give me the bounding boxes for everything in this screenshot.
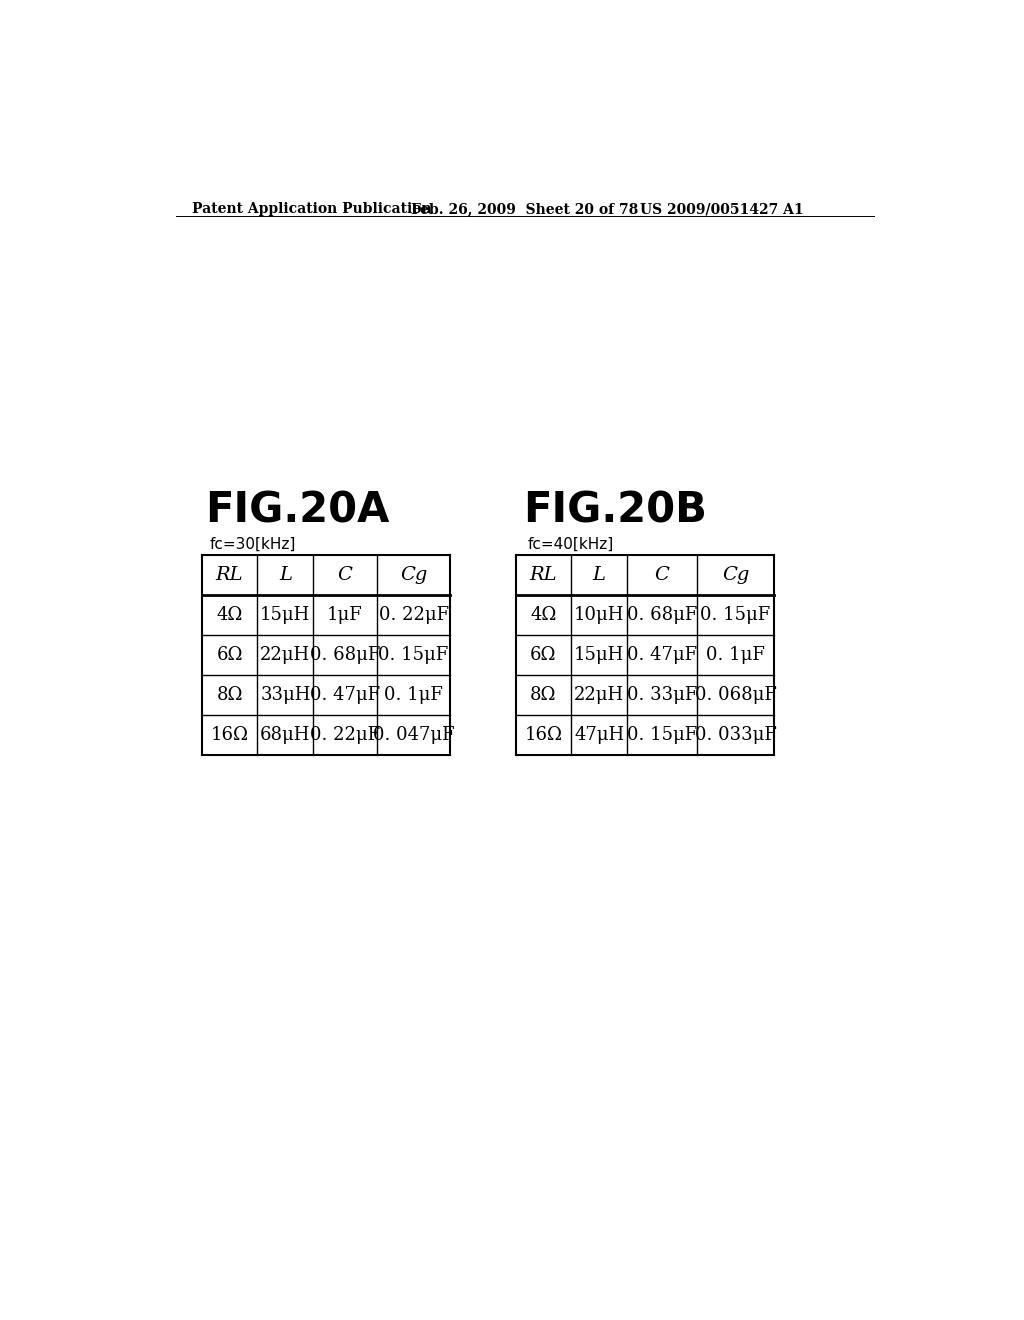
Text: 0. 68μF: 0. 68μF xyxy=(627,606,697,624)
Text: L: L xyxy=(593,566,606,583)
Text: 0. 15μF: 0. 15μF xyxy=(379,645,449,664)
Text: Patent Application Publication: Patent Application Publication xyxy=(191,202,431,216)
Text: 8Ω: 8Ω xyxy=(216,686,243,704)
Text: C: C xyxy=(654,566,670,583)
Text: 8Ω: 8Ω xyxy=(530,686,557,704)
Text: 0. 47μF: 0. 47μF xyxy=(627,645,697,664)
Text: 22μH: 22μH xyxy=(574,686,625,704)
Text: 47μH: 47μH xyxy=(574,726,625,744)
Text: 16Ω: 16Ω xyxy=(524,726,562,744)
Text: Cg: Cg xyxy=(722,566,750,583)
Text: fc=40[kHz]: fc=40[kHz] xyxy=(527,537,613,552)
Text: 15μH: 15μH xyxy=(260,606,310,624)
Text: FIG.20A: FIG.20A xyxy=(206,490,390,532)
Text: 0. 033μF: 0. 033μF xyxy=(694,726,776,744)
Text: US 2009/0051427 A1: US 2009/0051427 A1 xyxy=(640,202,803,216)
Text: 0. 22μF: 0. 22μF xyxy=(310,726,380,744)
Text: 0. 68μF: 0. 68μF xyxy=(310,645,380,664)
Text: 0. 1μF: 0. 1μF xyxy=(384,686,443,704)
Text: RL: RL xyxy=(529,566,557,583)
Text: 22μH: 22μH xyxy=(260,645,310,664)
Text: 0. 068μF: 0. 068μF xyxy=(694,686,776,704)
Text: 0. 47μF: 0. 47μF xyxy=(310,686,380,704)
Text: 0. 1μF: 0. 1μF xyxy=(707,645,765,664)
Text: 6Ω: 6Ω xyxy=(530,645,557,664)
Text: RL: RL xyxy=(216,566,244,583)
Text: C: C xyxy=(338,566,352,583)
Text: Cg: Cg xyxy=(400,566,427,583)
Text: 4Ω: 4Ω xyxy=(216,606,243,624)
Text: 0. 047μF: 0. 047μF xyxy=(373,726,455,744)
Text: 1μF: 1μF xyxy=(327,606,362,624)
Text: FIG.20B: FIG.20B xyxy=(523,490,708,532)
Text: 16Ω: 16Ω xyxy=(211,726,249,744)
Text: fc=30[kHz]: fc=30[kHz] xyxy=(209,537,296,552)
Text: L: L xyxy=(279,566,292,583)
Text: 15μH: 15μH xyxy=(574,645,625,664)
Text: 6Ω: 6Ω xyxy=(216,645,243,664)
Text: 0. 15μF: 0. 15μF xyxy=(700,606,771,624)
Text: Feb. 26, 2009  Sheet 20 of 78: Feb. 26, 2009 Sheet 20 of 78 xyxy=(411,202,638,216)
Text: 0. 15μF: 0. 15μF xyxy=(627,726,697,744)
Text: 33μH: 33μH xyxy=(260,686,310,704)
Text: 68μH: 68μH xyxy=(260,726,310,744)
Text: 0. 33μF: 0. 33μF xyxy=(627,686,697,704)
Text: 0. 22μF: 0. 22μF xyxy=(379,606,449,624)
Text: 4Ω: 4Ω xyxy=(530,606,557,624)
Text: 10μH: 10μH xyxy=(574,606,625,624)
